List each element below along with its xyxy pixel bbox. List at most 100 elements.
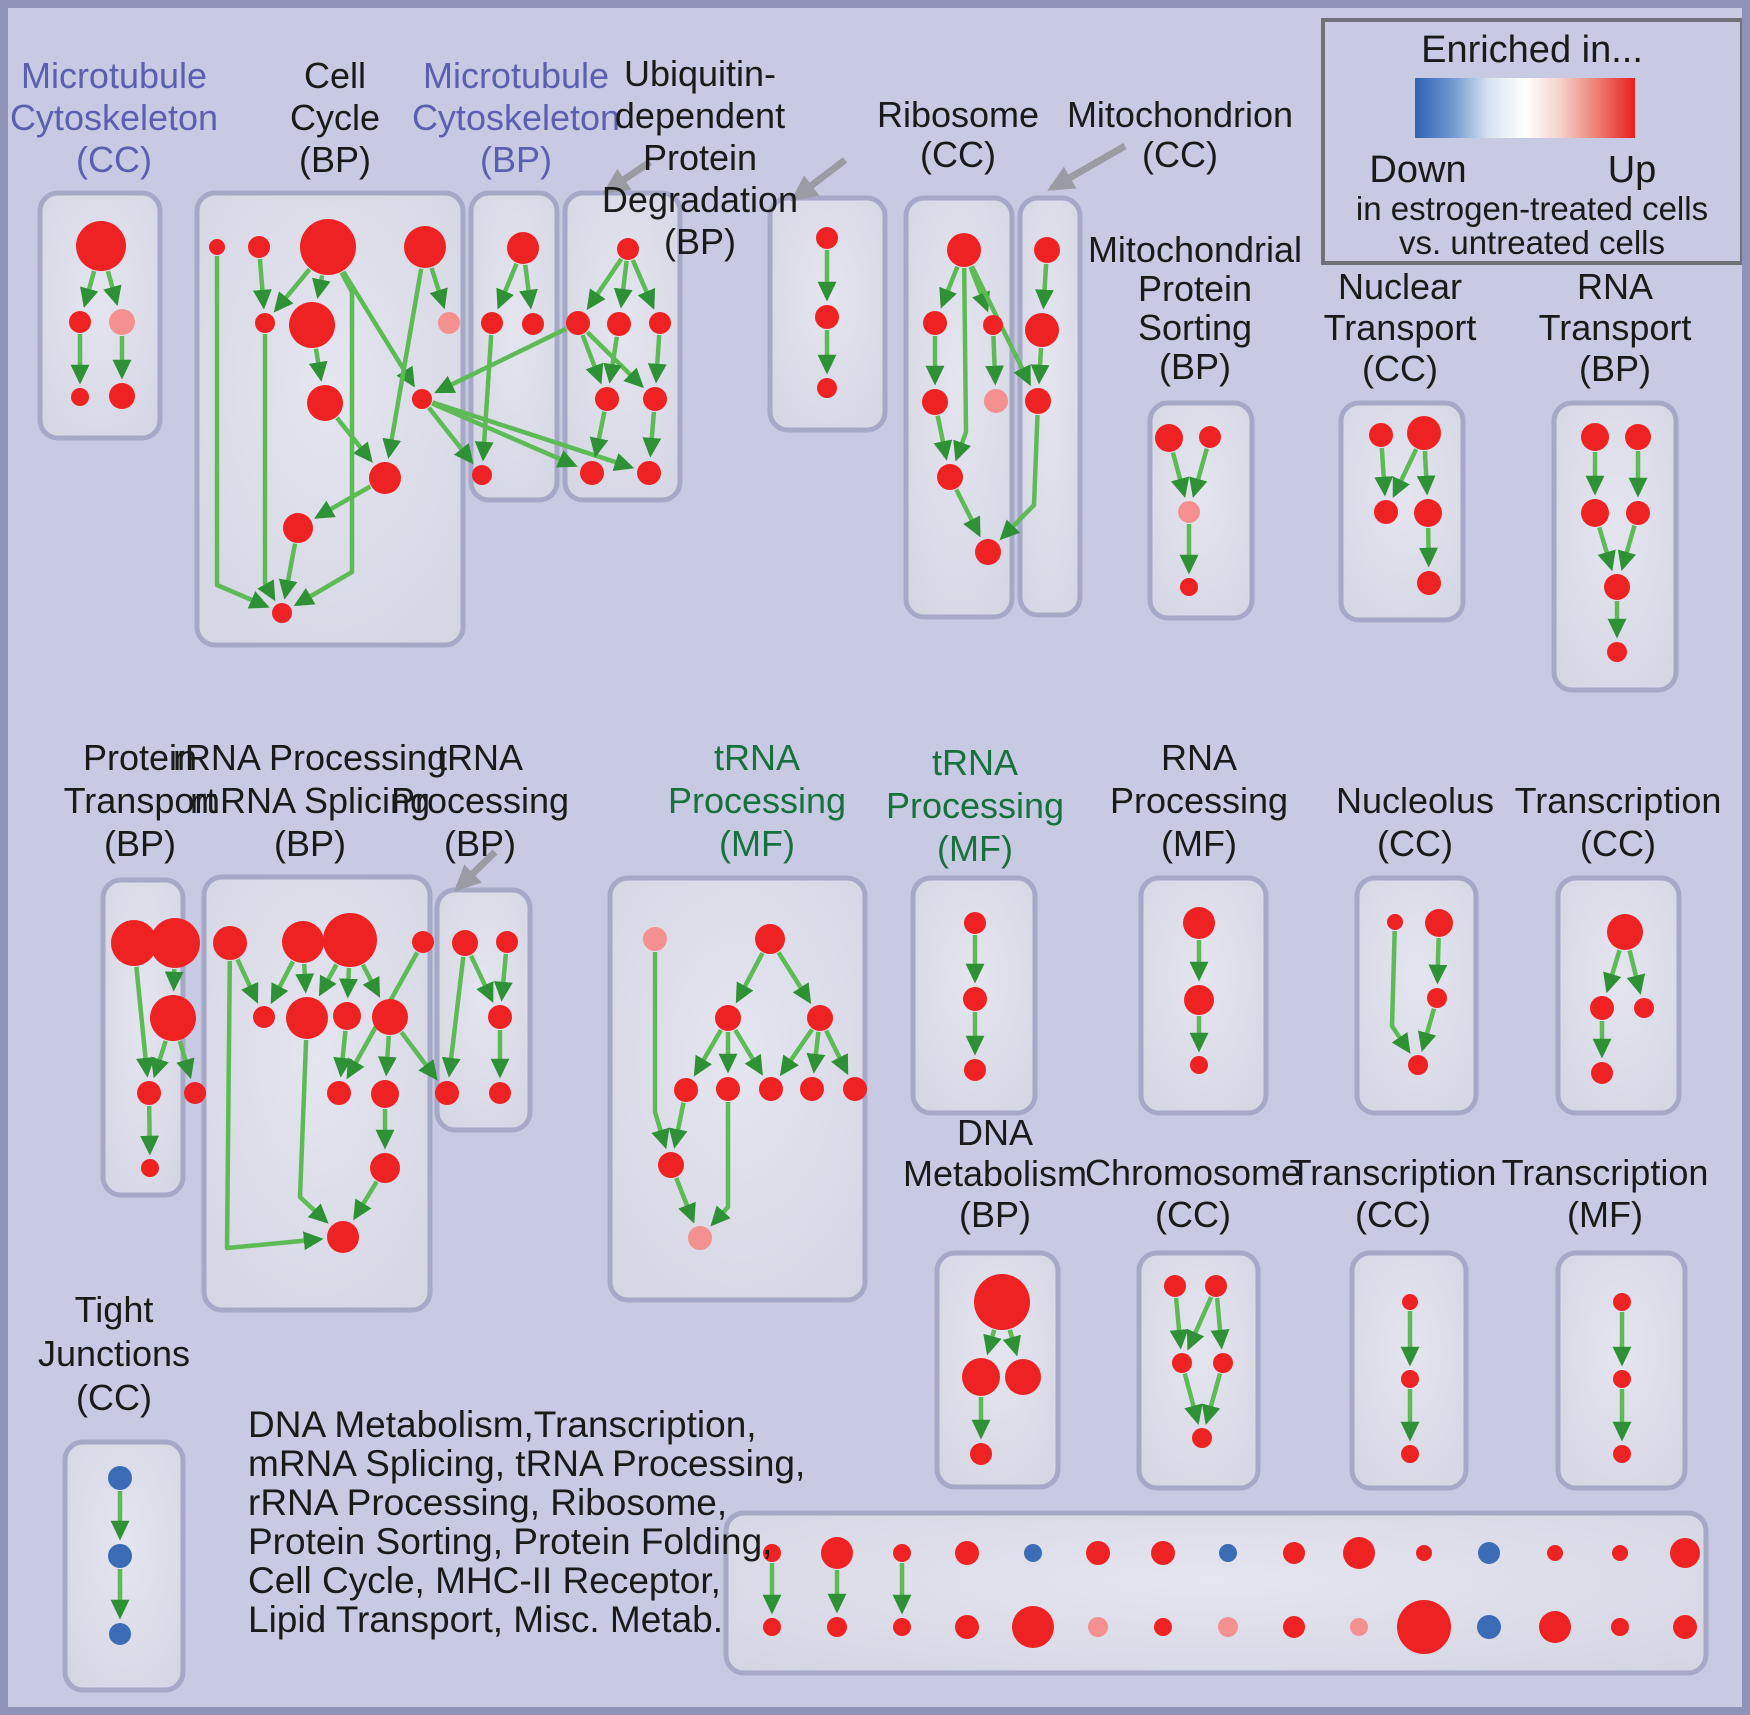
go-term-node-v9b <box>1283 1616 1305 1638</box>
go-term-node-u7 <box>580 461 604 485</box>
cluster-label-trna-processing-mf-2: tRNA <box>932 742 1018 783</box>
cluster-label-transcription-cc-bot: Transcription <box>1290 1152 1497 1193</box>
cluster-box-ubiq <box>562 190 683 503</box>
regulation-edge-f5-f10 <box>668 1102 688 1149</box>
regulation-edge-u6-u8 <box>642 411 662 458</box>
cluster-label-microtubule-cytoskeleton-cc: Microtubule <box>21 55 207 96</box>
regulation-edge-g8-k4 <box>399 1030 438 1081</box>
go-term-node-x2 <box>1590 996 1614 1020</box>
go-term-node-p3 <box>1178 501 1200 523</box>
cluster-box-mitochondrion <box>1017 195 1083 618</box>
go-term-node-g11 <box>370 1153 400 1183</box>
go-term-node-c8 <box>307 385 343 421</box>
go-term-node-r1 <box>947 233 981 267</box>
go-term-node-u4 <box>649 312 671 334</box>
go-term-node-d3 <box>1005 1359 1041 1395</box>
go-term-node-w1 <box>1183 907 1215 939</box>
regulation-edge-t1-t4 <box>134 966 155 1078</box>
regulation-edge-b1-b2 <box>496 262 519 310</box>
go-term-node-r4 <box>922 389 948 415</box>
cluster-label-mitochondrion-cc: (CC) <box>1142 134 1218 175</box>
regulation-edge-u2-u5 <box>580 334 604 385</box>
cluster-label-mitochondrial-protein-sorting-bp: Sorting <box>1138 307 1252 348</box>
go-term-node-q6 <box>1607 642 1627 662</box>
go-term-node-u1 <box>617 238 639 260</box>
go-term-node-z2 <box>1613 1370 1631 1388</box>
regulation-edge-g3-g8 <box>360 963 381 998</box>
go-term-node-f5 <box>674 1078 698 1102</box>
go-term-node-b3 <box>522 313 544 335</box>
go-term-node-y3 <box>1401 1445 1419 1463</box>
cluster-label-trna-processing-mf-2: Processing <box>886 785 1064 826</box>
go-term-node-b2 <box>481 312 503 334</box>
regulation-edge-b2-b4 <box>474 334 494 462</box>
cluster-label-nucleolus-cc: (CC) <box>1377 823 1453 864</box>
cluster-label-nuclear-transport-cc: (CC) <box>1362 348 1438 389</box>
cluster-label-mitochondrial-protein-sorting-bp: Protein <box>1138 268 1252 309</box>
merged-categories-text: Protein Sorting, Protein Folding, <box>248 1521 772 1562</box>
go-term-node-f7 <box>759 1077 783 1101</box>
cluster-label-dna-metabolism-bp: DNA <box>957 1112 1033 1153</box>
regulation-edge-d1-d3 <box>1002 1329 1021 1357</box>
regulation-edge-e4-e5 <box>1201 1372 1223 1426</box>
regulation-edge-c3-c6 <box>312 274 331 300</box>
go-term-node-v14t <box>1612 1545 1628 1561</box>
go-term-node-w3 <box>1190 1056 1208 1074</box>
go-term-node-v6t <box>1086 1541 1110 1565</box>
go-term-node-v1b <box>763 1618 781 1636</box>
legend-down-label: Down <box>1369 149 1466 191</box>
go-term-node-f1 <box>643 927 667 951</box>
regulation-edge-x1-x2 <box>1603 949 1622 994</box>
go-term-node-a5 <box>109 383 135 409</box>
regulation-edge-r4-r6 <box>933 415 953 461</box>
go-term-node-n4 <box>1414 499 1442 527</box>
cluster-label-nucleolus-cc: Nucleolus <box>1336 780 1494 821</box>
go-term-node-d1 <box>974 1274 1030 1330</box>
cluster-label-ubiquitin-degradation-bp: Protein <box>643 137 757 178</box>
go-term-node-v8b <box>1218 1617 1238 1637</box>
go-term-node-e2 <box>1205 1275 1227 1297</box>
cluster-label-transcription-mf: (MF) <box>1567 1194 1643 1235</box>
regulation-edge-a1-a2 <box>80 270 99 309</box>
go-term-node-u2 <box>566 311 590 335</box>
cluster-label-transcription-cc-bot: (CC) <box>1355 1194 1431 1235</box>
go-term-node-c3 <box>300 219 356 275</box>
go-term-node-c12 <box>272 603 292 623</box>
go-term-node-e1 <box>1164 1275 1186 1297</box>
cluster-label-trna-processing-bp: Processing <box>391 780 569 821</box>
go-term-node-g6 <box>286 997 328 1039</box>
go-term-node-v15t <box>1670 1538 1700 1568</box>
regulation-edge-c4-c10 <box>382 268 424 459</box>
cluster-label-protein-transport-bp: Protein <box>83 737 197 778</box>
cluster-label-transcription-mf: Transcription <box>1502 1152 1709 1193</box>
go-term-node-n5 <box>1417 571 1441 595</box>
cluster-label-rna-transport-bp: RNA <box>1577 266 1653 307</box>
go-term-node-v9t <box>1283 1542 1305 1564</box>
cluster-label-ubiquitin-degradation-bp: Ubiquitin- <box>624 53 776 94</box>
ubiquitin-left-pointer-arrow <box>602 159 652 195</box>
go-term-node-o4 <box>1408 1055 1428 1075</box>
regulation-edge-r1-r2 <box>939 265 960 309</box>
cluster-label-microtubule-cytoskeleton-bp: Cytoskeleton <box>412 97 620 138</box>
legend-frame <box>1321 18 1744 265</box>
regulation-edge-n2-n3 <box>1392 448 1419 499</box>
cluster-label-cell-cycle-bp: Cycle <box>290 97 380 138</box>
go-term-node-c7 <box>438 312 460 334</box>
legend-title: Enriched in... <box>1421 29 1643 71</box>
go-term-node-c11 <box>283 513 313 543</box>
regulation-edge-r1-r6 <box>953 267 972 462</box>
go-term-node-e5 <box>1192 1428 1212 1448</box>
regulation-edge-g1-g5 <box>235 958 259 1004</box>
go-term-node-v7t <box>1151 1541 1175 1565</box>
go-term-node-v5t <box>1024 1544 1042 1562</box>
go-term-node-k1 <box>452 930 478 956</box>
go-term-node-f6 <box>716 1077 740 1101</box>
cluster-label-trna-processing-mf-1: tRNA <box>714 737 800 778</box>
go-term-node-e4 <box>1213 1353 1233 1373</box>
go-term-node-t4 <box>137 1081 161 1105</box>
trna-bp-pointer-arrow <box>453 849 498 892</box>
regulation-edge-r3-r5 <box>985 335 1005 386</box>
go-term-node-h3 <box>817 378 837 398</box>
go-term-node-g5 <box>253 1006 275 1028</box>
go-term-node-c9 <box>412 389 432 409</box>
